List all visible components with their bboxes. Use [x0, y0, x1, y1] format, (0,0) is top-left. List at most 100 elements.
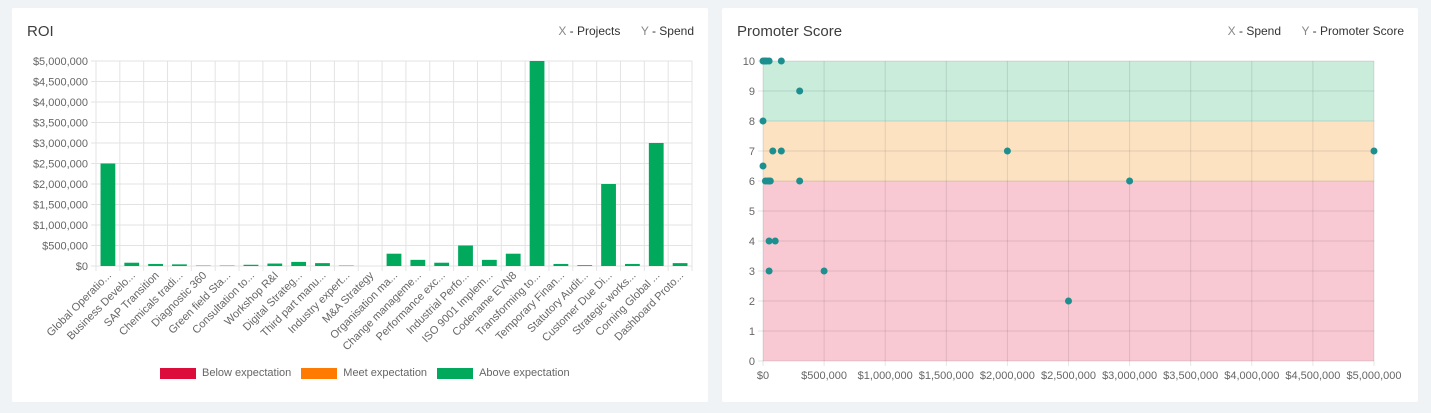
roi-axis-legend: X - Projects Y - Spend [558, 24, 694, 38]
promoter-score-scatter: 0 1 2 3 4 5 6 7 8 9 10 $0 $500,000 $1,000,000 $1,500,0… [743, 56, 1402, 382]
legend-item-below[interactable]: Below expectation [160, 367, 291, 379]
ps-point [1370, 147, 1378, 155]
ps-point [759, 162, 767, 170]
roi-bar [672, 263, 688, 266]
roi-y-tick-label: $5,000,000 [33, 56, 88, 68]
roi-bar [553, 263, 569, 266]
ps-x-tick-label: $3,000,000 [1102, 370, 1157, 382]
ps-x-tick-label: $1,000,000 [858, 370, 913, 382]
roi-bar [601, 184, 616, 266]
roi-card: ROI X - Projects Y - Spend $0 $500,000 $1,… [12, 8, 708, 402]
roi-y-tick-label: $4,000,000 [33, 97, 88, 109]
ps-point [796, 177, 804, 185]
ps-y-tick-label: 5 [749, 206, 755, 218]
legend-item-above[interactable]: Above expectation [437, 367, 570, 379]
roi-bar [172, 264, 187, 266]
ps-point [765, 57, 773, 65]
roi-bar [505, 253, 521, 266]
ps-point [771, 237, 779, 245]
ps-point [1003, 147, 1011, 155]
roi-bar [410, 259, 426, 266]
ps-y-tick-label: 8 [749, 116, 755, 128]
ps-y-tick-label: 2 [749, 296, 755, 308]
ps-x-tick-label: $1,500,000 [919, 370, 974, 382]
ps-y-tick-label: 0 [749, 356, 755, 368]
ps-point [820, 267, 828, 275]
ps-y-tick-label: 7 [749, 146, 755, 158]
ps-y-label: - Promoter Score [1312, 24, 1404, 38]
ps-point [1126, 177, 1134, 185]
ps-point [796, 87, 804, 95]
roi-legend: Below expectation Meet expectation Above… [160, 367, 580, 379]
ps-y-tick-label: 6 [749, 176, 755, 188]
ps-y-tick-label: 1 [749, 326, 755, 338]
ps-x-tick-label: $500,000 [801, 370, 847, 382]
ps-point [765, 237, 773, 245]
roi-bar [625, 263, 640, 266]
ps-point [769, 147, 777, 155]
roi-y-tick-label: $2,500,000 [33, 159, 88, 171]
roi-bar [386, 253, 402, 266]
ps-x-tick-label: $2,000,000 [980, 370, 1035, 382]
roi-y-tick-label: $0 [76, 261, 88, 273]
roi-bar [124, 262, 140, 266]
roi-bar [291, 261, 307, 266]
ps-x-label: - Spend [1239, 24, 1282, 38]
roi-bar [648, 143, 664, 266]
ps-x-tick-label: $4,000,000 [1224, 370, 1279, 382]
ps-x-tick-label: $5,000,000 [1346, 370, 1401, 382]
roi-y-tick-label: $1,000,000 [33, 220, 88, 232]
roi-x-key: X [558, 24, 567, 38]
ps-point [759, 117, 767, 125]
roi-y-tick-label: $3,000,000 [33, 138, 88, 150]
ps-point [1065, 297, 1072, 305]
roi-bar [529, 61, 545, 266]
roi-y-tick-label: $3,500,000 [33, 118, 88, 130]
legend-item-meet[interactable]: Meet expectation [301, 367, 427, 379]
roi-x-label: - Projects [569, 24, 621, 38]
roi-y-tick-label: $1,500,000 [33, 200, 88, 212]
roi-bar [148, 263, 163, 266]
ps-x-tick-label: $0 [757, 370, 769, 382]
legend-swatch-below [160, 367, 196, 379]
legend-swatch-above [437, 367, 474, 379]
legend-label-meet: Meet expectation [343, 367, 428, 379]
ps-band [763, 61, 1374, 121]
promoter-score-card: Promoter Score X - Spend Y - Promoter Sc… [722, 8, 1418, 402]
ps-point [777, 147, 785, 155]
roi-bar [458, 245, 473, 266]
ps-axis-legend: X - Spend Y - Promoter Score [1228, 24, 1404, 38]
ps-point [777, 57, 785, 65]
legend-swatch-meet [301, 367, 338, 379]
ps-x-key: X [1227, 24, 1236, 38]
ps-band [763, 181, 1374, 361]
ps-band [763, 121, 1374, 181]
roi-bar [577, 265, 593, 266]
ps-point [766, 177, 774, 185]
ps-x-tick-label: $3,500,000 [1163, 370, 1218, 382]
roi-bar [243, 264, 259, 266]
roi-y-tick-label: $4,500,000 [33, 77, 88, 89]
roi-bar [434, 262, 450, 266]
roi-bar [481, 259, 497, 266]
roi-bar [100, 163, 116, 266]
roi-y-tick-label: $2,000,000 [33, 179, 88, 191]
roi-y-label: - Spend [651, 24, 694, 38]
ps-x-tick-label: $4,500,000 [1285, 370, 1340, 382]
ps-x-tick-label: $2,500,000 [1041, 370, 1096, 382]
ps-title: Promoter Score [737, 23, 843, 40]
ps-point [765, 267, 773, 275]
ps-y-tick-label: 10 [743, 56, 755, 68]
roi-y-key: Y [640, 24, 649, 38]
roi-y-tick-label: $500,000 [42, 241, 88, 253]
legend-label-below: Below expectation [202, 367, 292, 379]
legend-label-above: Above expectation [479, 367, 570, 379]
ps-y-tick-label: 4 [749, 236, 755, 248]
roi-bar-chart: $0 $500,000 $1,000,000 $1,500,000 $2,000,000… [33, 56, 693, 353]
ps-y-tick-label: 9 [749, 86, 755, 98]
roi-bar [267, 263, 283, 266]
roi-title: ROI [27, 23, 54, 40]
roi-bar [315, 263, 330, 266]
ps-y-key: Y [1301, 24, 1310, 38]
ps-y-tick-label: 3 [749, 266, 755, 278]
